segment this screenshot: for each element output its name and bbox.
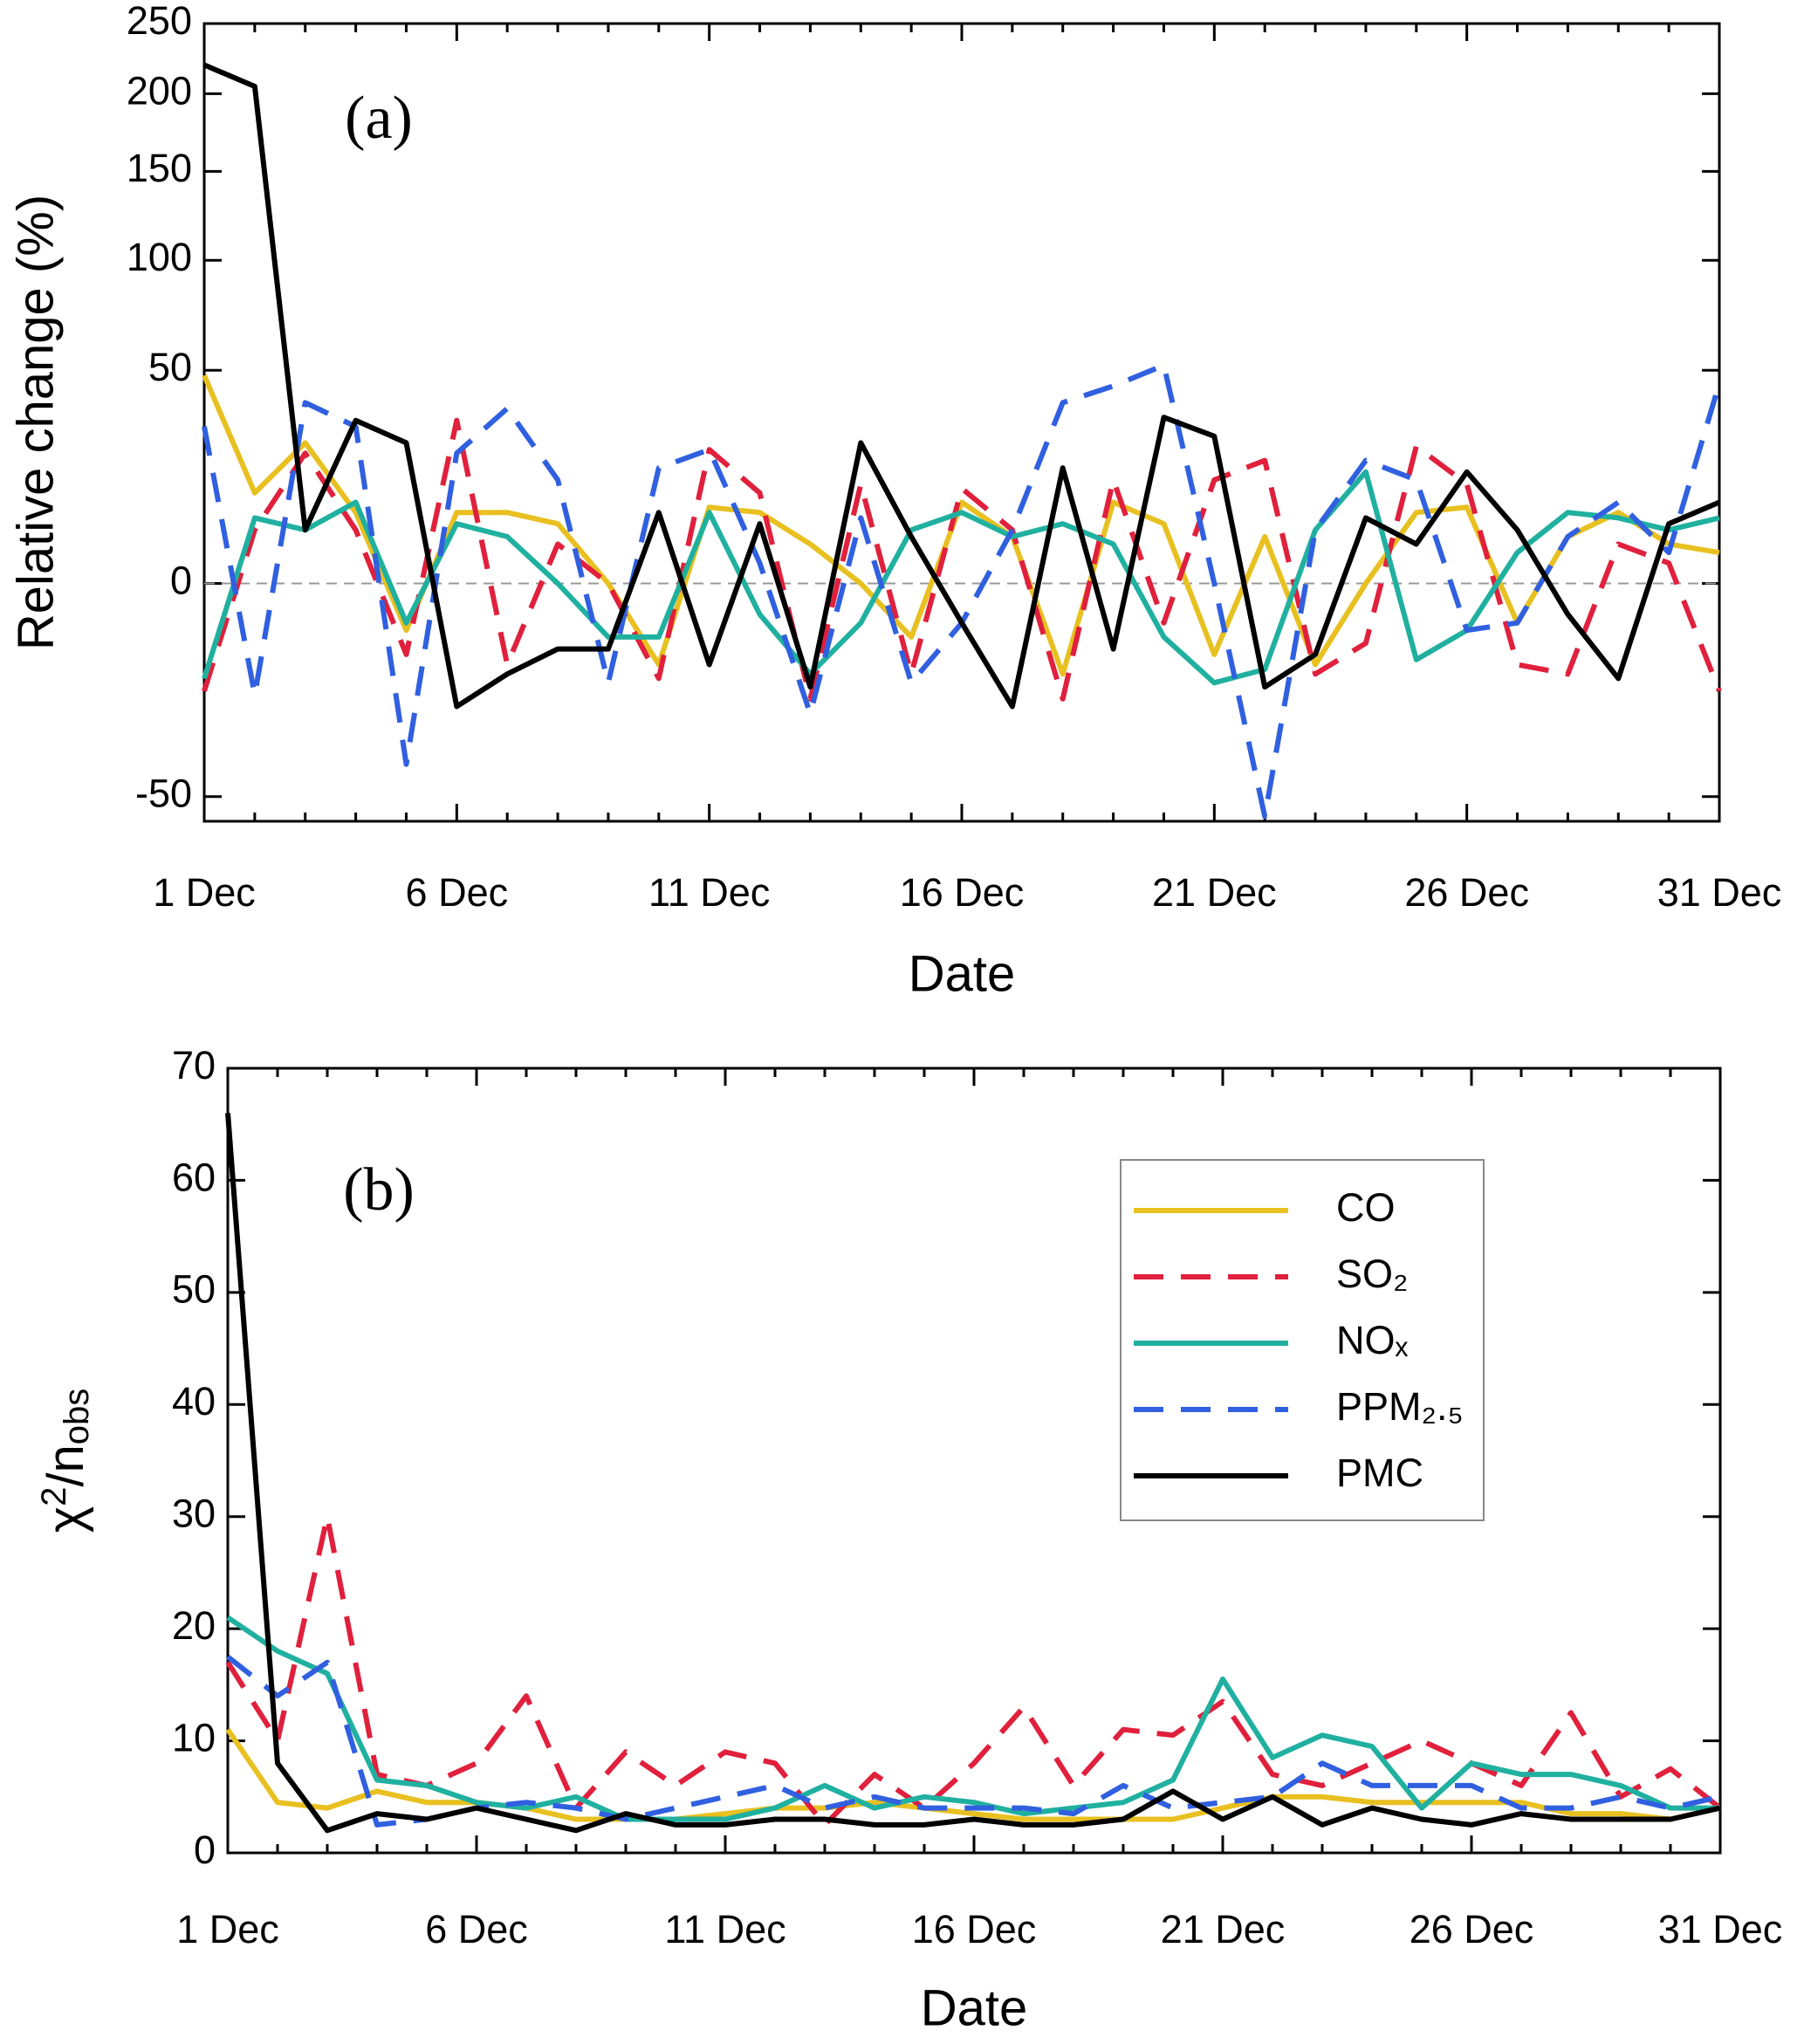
- x-axis-title: Date: [909, 945, 1016, 1002]
- y-tick-label: 30: [172, 1492, 216, 1536]
- y-tick-label: 200: [127, 68, 192, 113]
- y-tick-label: 40: [172, 1379, 216, 1423]
- y-axis-title: Relative change (%): [7, 195, 64, 650]
- y-tick-label: 50: [148, 345, 192, 389]
- plot-frame: [226, 1067, 1722, 1855]
- y-axis-title-part: 2: [35, 1487, 73, 1506]
- legend-label: PPM₂.₅: [1336, 1384, 1464, 1429]
- legend-box: [1120, 1159, 1485, 1521]
- panel-label: (b): [343, 1156, 415, 1224]
- x-tick-label: 21 Dec: [1152, 870, 1277, 915]
- y-tick-label: 60: [172, 1155, 216, 1199]
- x-tick-label: 16 Dec: [912, 1907, 1037, 1951]
- y-tick-label: -50: [135, 772, 192, 816]
- x-axis-title: Date: [921, 1979, 1028, 2036]
- legend-label: CO: [1336, 1185, 1396, 1230]
- x-tick-label: 31 Dec: [1657, 870, 1782, 915]
- x-tick-label: 21 Dec: [1161, 1907, 1286, 1951]
- series-line: [202, 374, 1720, 677]
- x-tick-label: 6 Dec: [425, 1907, 528, 1951]
- x-tick-label: 6 Dec: [406, 870, 509, 915]
- series-line: [226, 1615, 1720, 1822]
- y-tick-label: 20: [172, 1603, 216, 1648]
- x-tick-label: 26 Dec: [1410, 1907, 1534, 1951]
- y-tick-label: 250: [127, 0, 192, 43]
- legend-label: PMC: [1336, 1451, 1423, 1495]
- y-tick-label: 100: [127, 235, 192, 279]
- series-line: [202, 417, 1722, 702]
- panel-label: (a): [345, 85, 413, 152]
- y-tick-label: 50: [172, 1267, 216, 1312]
- x-tick-label: 26 Dec: [1404, 870, 1529, 915]
- y-tick-label: 10: [172, 1715, 216, 1759]
- x-tick-label: 1 Dec: [176, 1907, 279, 1951]
- y-axis-title-part: /n: [38, 1444, 94, 1486]
- legend-label: NOₓ: [1336, 1318, 1409, 1362]
- y-tick-label: 70: [172, 1043, 216, 1087]
- series-line: [225, 1113, 1721, 1834]
- plot-frame: [202, 22, 1721, 823]
- x-tick-label: 11 Dec: [664, 1907, 785, 1951]
- series-line: [202, 62, 1721, 710]
- y-tick-label: 0: [170, 558, 192, 602]
- legend-label: SO₂: [1336, 1252, 1409, 1296]
- x-tick-label: 11 Dec: [648, 870, 770, 915]
- x-tick-label: 1 Dec: [153, 870, 256, 915]
- y-tick-label: 0: [194, 1828, 216, 1872]
- y-axis-title-part: obs: [58, 1389, 96, 1445]
- y-axis-title-part: χ: [38, 1506, 94, 1533]
- x-tick-label: 16 Dec: [900, 870, 1025, 915]
- y-axis-title: χ2/nobs: [35, 1389, 96, 1533]
- series-line: [225, 1513, 1722, 1828]
- y-tick-label: 150: [127, 146, 192, 190]
- x-tick-label: 31 Dec: [1658, 1907, 1783, 1951]
- series-line: [226, 1654, 1721, 1828]
